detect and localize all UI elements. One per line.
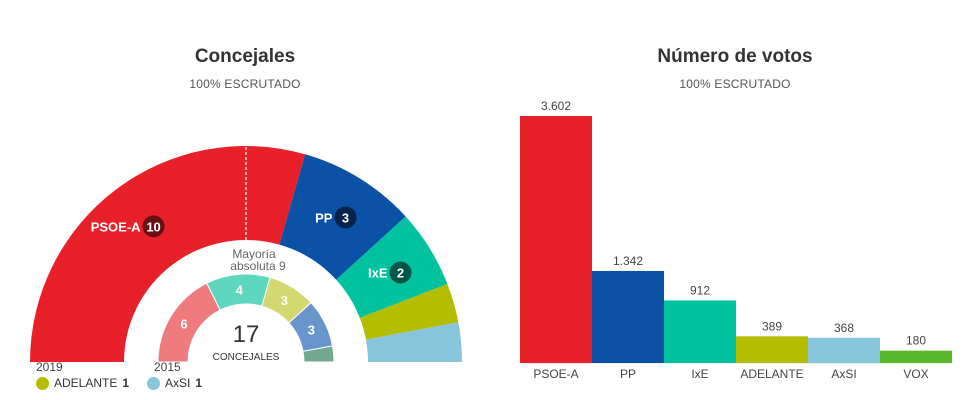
hemicycle-legend: ADELANTE 1 AxSI 1: [36, 376, 202, 390]
bar-category-adelante: ADELANTE: [740, 367, 803, 381]
legend-seats-adelante: 1: [122, 376, 130, 390]
bar-pp: [592, 270, 664, 363]
legend-item-adelante: ADELANTE 1: [36, 376, 129, 390]
seat-segment-2019-axsi: [365, 322, 462, 362]
bar-ixe: [664, 300, 736, 363]
legend-seats-axsi: 1: [195, 376, 203, 390]
seat-count-badge-ixe: [389, 261, 412, 284]
bar-value-psoe-a: 3.602: [541, 99, 571, 113]
total-seats-label: CONCEJALES: [213, 352, 280, 363]
bar-vox: [880, 350, 952, 363]
bar-value-adelante: 389: [762, 319, 782, 333]
bar-value-ixe: 912: [690, 283, 710, 297]
majority-label-line2: absoluta 9: [230, 259, 286, 273]
party-name-psoe-a: PSOE-A: [91, 219, 141, 234]
total-seats-value: 17: [233, 321, 260, 348]
bar-value-vox: 180: [906, 334, 926, 348]
bar-psoe-a: [520, 116, 592, 363]
bar-value-pp: 1.342: [613, 254, 643, 268]
bar-category-axsi: AxSI: [831, 367, 856, 381]
seat-count-2015-1: 4: [236, 282, 244, 297]
year-2019-label: 2019: [36, 360, 63, 374]
party-name-pp: PP: [315, 210, 333, 225]
seat-label-2019-psoe-a: PSOE-A 10: [91, 215, 165, 238]
bar-category-pp: PP: [620, 367, 636, 381]
seat-count-badge-pp: [334, 206, 357, 229]
council-seats-title: Concejales: [194, 46, 296, 67]
seat-count-2015-0: 6: [180, 317, 187, 332]
seat-count-2015-2: 3: [281, 293, 288, 308]
legend-name-axsi: AxSI: [165, 376, 191, 390]
legend-item-axsi: AxSI 1: [147, 376, 202, 390]
seat-label-2019-ixe: IxE 2: [368, 261, 412, 284]
votes-subtitle: 100% ESCRUTADO: [679, 77, 791, 91]
bar-category-ixe: IxE: [691, 367, 708, 381]
seat-count-pp: 3: [342, 210, 349, 225]
bar-value-axsi: 368: [834, 321, 854, 335]
legend-dot-axsi: [147, 376, 161, 390]
seat-count-badge-psoe-a: [142, 215, 165, 238]
bar-axsi: [808, 337, 880, 363]
party-name-ixe: IxE: [368, 266, 388, 281]
legend-dot-adelante: [36, 376, 49, 390]
seat-count-ixe: 2: [397, 266, 404, 281]
seat-count-2015-3: 3: [308, 322, 315, 337]
seat-segment-2019-adelante: [359, 283, 459, 340]
majority-label-line1: Mayoría: [232, 247, 276, 261]
votes-title: Número de votos: [657, 46, 813, 67]
year-2015-label: 2015: [154, 360, 181, 374]
seat-count-psoe-a: 10: [146, 219, 160, 234]
seat-segment-2019-psoe-a: [30, 145, 306, 362]
bar-adelante: [736, 336, 808, 363]
bar-category-vox: VOX: [903, 367, 928, 381]
bar-category-psoe-a: PSOE-A: [533, 367, 578, 381]
seat-label-2019-pp: PP 3: [315, 206, 357, 229]
seat-segment-2015-4: [302, 345, 335, 363]
council-seats-subtitle: 100% ESCRUTADO: [189, 77, 301, 91]
legend-name-adelante: ADELANTE: [54, 376, 118, 390]
